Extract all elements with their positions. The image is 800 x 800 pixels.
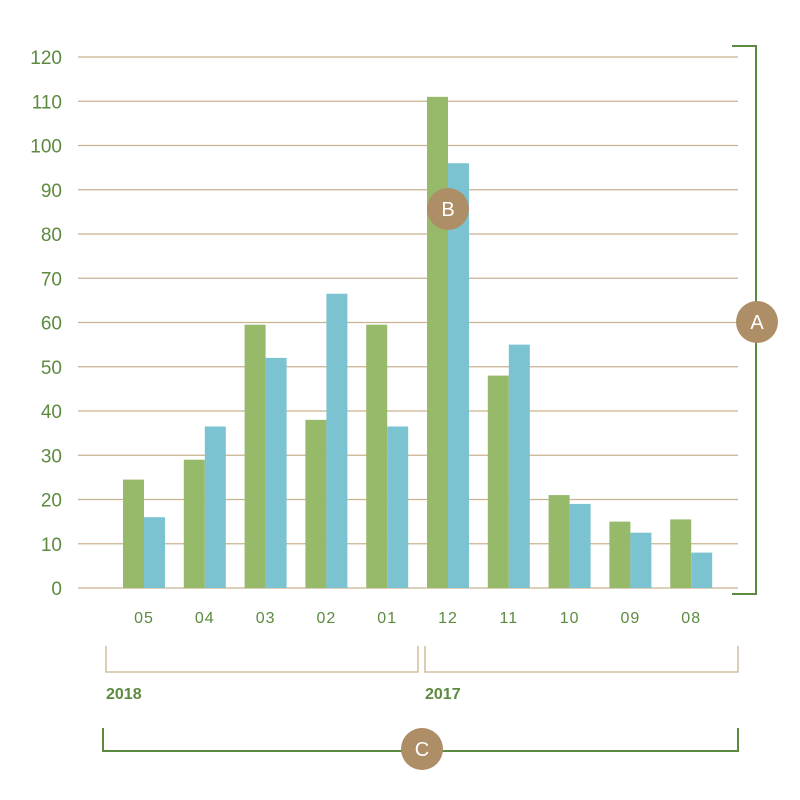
x-tick-label: 02 [317, 610, 337, 627]
marker-a-label: A [750, 312, 764, 334]
annotation-markers: A B C [401, 188, 778, 770]
y-tick-label: 120 [30, 48, 62, 69]
marker-c-circle [401, 728, 443, 770]
bar-series-1-05 [123, 479, 144, 588]
x-tick-label: 08 [681, 610, 701, 627]
y-tick-label: 80 [41, 225, 62, 246]
y-tick-label: 30 [41, 446, 62, 467]
y-tick-label: 100 [30, 137, 62, 158]
x-tick-label: 09 [621, 610, 641, 627]
bar-series-1-11 [487, 375, 509, 588]
y-tick-label: 50 [41, 358, 62, 379]
bar-series-2-05 [144, 517, 165, 588]
bar-series-2-08 [691, 552, 713, 588]
bar-series-2-01 [387, 426, 409, 588]
x-tick-label: 01 [377, 610, 397, 627]
bar-series-2-12 [448, 163, 469, 588]
marker-a-circle [736, 301, 778, 343]
marker-b-circle [427, 188, 469, 230]
bar-series-2-04 [204, 426, 226, 588]
year-label: 2017 [425, 686, 461, 703]
bar-series-1-12 [427, 96, 448, 588]
bar-series-1-08 [670, 519, 692, 588]
bar-series-2-10 [569, 503, 591, 588]
bar-series-1-03 [244, 324, 266, 588]
x-tick-label: 04 [195, 610, 215, 627]
x-tick-label: 10 [560, 610, 580, 627]
bar-series-2-09 [630, 532, 652, 588]
bar-series-2-03 [265, 357, 287, 588]
bar-series-1-01 [366, 324, 388, 588]
x-tick-label: 12 [438, 610, 458, 627]
x-axis-tick-labels: 05 04 03 02 01 12 11 10 09 08 [134, 610, 701, 627]
y-tick-label: 10 [41, 535, 62, 556]
x-tick-label: 03 [256, 610, 276, 627]
y-tick-label: 60 [41, 314, 62, 335]
bar-series-1-04 [183, 459, 205, 588]
bars [123, 96, 713, 588]
x-tick-label: 11 [499, 610, 518, 627]
year-bracket-2018 [105, 646, 419, 673]
y-tick-label: 0 [51, 579, 62, 600]
y-tick-label: 40 [41, 402, 62, 423]
y-tick-label: 110 [32, 92, 62, 113]
y-tick-label: 70 [41, 269, 62, 290]
bar-series-2-11 [508, 344, 530, 588]
bar-series-1-10 [548, 495, 570, 588]
marker-c-label: C [415, 739, 429, 761]
year-bracket-2017 [424, 646, 739, 673]
year-label: 2018 [106, 686, 142, 703]
bar-series-1-09 [609, 521, 631, 588]
y-axis-tick-labels: 0 10 20 30 40 50 60 70 80 90 100 110 120 [30, 48, 62, 600]
y-tick-label: 90 [41, 181, 62, 202]
bar-series-1-02 [305, 419, 327, 588]
x-tick-label: 05 [134, 610, 154, 627]
marker-b-label: B [441, 199, 454, 221]
bar-series-2-02 [326, 293, 348, 588]
y-tick-label: 20 [41, 491, 62, 512]
